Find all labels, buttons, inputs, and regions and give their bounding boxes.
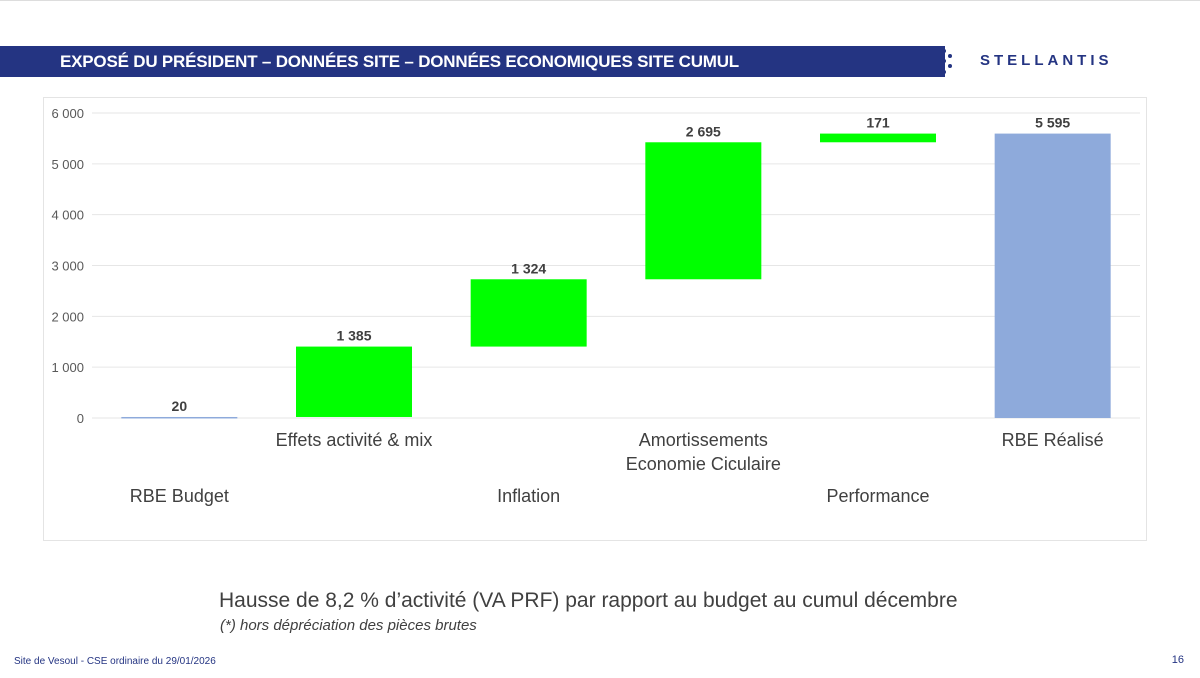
caption: Hausse de 8,2 % d’activité (VA PRF) par … (219, 589, 958, 612)
footer-text: Site de Vesoul - CSE ordinaire du 29/01/… (14, 656, 216, 667)
x-tick-label: Performance (826, 486, 929, 506)
slide-title: EXPOSÉ DU PRÉSIDENT – DONNÉES SITE – DON… (0, 46, 945, 77)
chart-card (43, 97, 1147, 541)
x-tick-label: Amortissements Economie Ciculaire (626, 430, 781, 474)
bar (994, 133, 1111, 418)
x-tick-label: Effets activité & mix (276, 430, 433, 450)
data-label: 1 324 (511, 260, 546, 276)
y-tick-label: 6 000 (51, 106, 84, 121)
y-tick-label: 1 000 (51, 360, 84, 375)
x-tick-label: RBE Budget (130, 486, 229, 506)
x-tick-label: RBE Réalisé (1002, 430, 1104, 450)
page-number: 16 (1171, 654, 1184, 666)
bar (121, 416, 238, 419)
y-tick-label: 0 (77, 411, 84, 426)
y-tick-label: 5 000 (51, 157, 84, 172)
footnote: (*) hors dépréciation des pièces brutes (220, 617, 477, 634)
y-tick-label: 2 000 (51, 309, 84, 324)
bar (296, 346, 412, 417)
stellantis-logo: STELLANTIS (980, 52, 1113, 69)
y-tick-label: 3 000 (51, 259, 84, 274)
bar (645, 142, 762, 280)
y-tick-label: 4 000 (51, 208, 84, 223)
data-label: 171 (866, 115, 890, 131)
data-label: 1 385 (336, 328, 371, 344)
dots-decoration-icon (942, 49, 952, 74)
top-divider (0, 0, 1200, 1)
bar (820, 133, 936, 143)
bar (470, 279, 587, 347)
data-label: 20 (172, 398, 188, 414)
data-label: 2 695 (686, 123, 721, 139)
data-label: 5 595 (1035, 115, 1070, 131)
x-tick-label: Inflation (497, 486, 560, 506)
